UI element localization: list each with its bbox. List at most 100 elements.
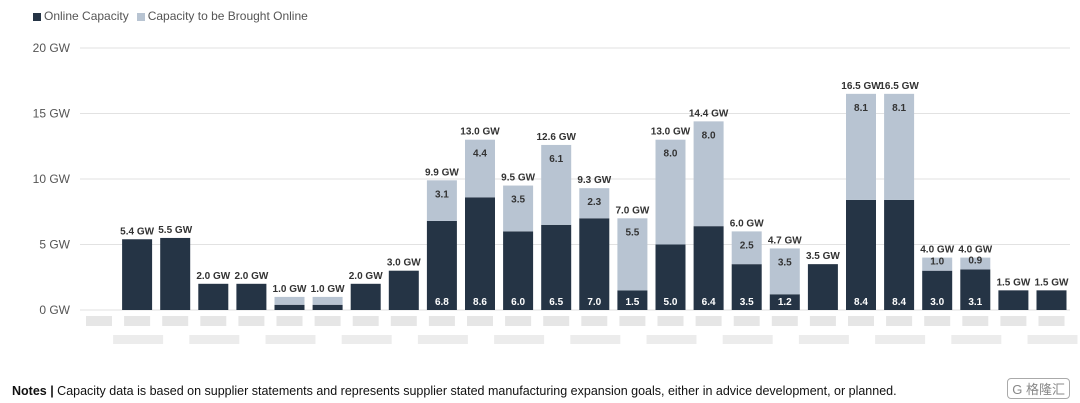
online-value-label: 3.1 xyxy=(968,297,982,308)
pending-value-label: 2.3 xyxy=(587,197,601,208)
total-label: 9.3 GW xyxy=(577,175,611,186)
total-label: 3.5 GW xyxy=(806,251,840,262)
category-label-blurred xyxy=(619,316,646,326)
bar-pending xyxy=(846,93,876,200)
bar-pending xyxy=(693,121,724,227)
total-label: 4.0 GW xyxy=(958,245,992,256)
y-tick-label: 20 GW xyxy=(33,41,71,55)
y-tick-label: 0 GW xyxy=(39,303,70,317)
bar-online xyxy=(655,244,686,310)
category-label-blurred xyxy=(722,335,773,344)
bar-pending xyxy=(617,218,648,291)
pending-value-label: 0.9 xyxy=(968,255,982,266)
pending-value-label: 3.5 xyxy=(778,257,792,268)
category-label-blurred xyxy=(86,316,112,326)
total-label: 1.5 GW xyxy=(996,277,1030,288)
category-label-blurred xyxy=(581,316,608,326)
online-value-label: 8.4 xyxy=(854,297,868,308)
online-value-label: 8.4 xyxy=(892,297,906,308)
pending-value-label: 3.1 xyxy=(435,189,449,200)
bar-pending xyxy=(731,231,762,265)
bar-online xyxy=(465,197,495,310)
total-label: 9.9 GW xyxy=(425,167,459,178)
bar-pending xyxy=(312,296,343,305)
category-label-blurred xyxy=(771,316,798,326)
bar-online xyxy=(617,290,648,310)
total-label: 1.5 GW xyxy=(1035,277,1069,288)
total-label: 13.0 GW xyxy=(651,127,691,138)
online-value-label: 6.0 xyxy=(511,297,525,308)
bar-online xyxy=(426,220,457,310)
pending-value-label: 4.4 xyxy=(473,149,487,160)
category-label-blurred xyxy=(962,316,989,326)
total-label: 5.5 GW xyxy=(158,225,192,236)
total-label: 1.0 GW xyxy=(311,284,345,295)
bar-pending xyxy=(503,185,534,232)
category-label-blurred xyxy=(341,335,392,344)
bar-pending xyxy=(426,180,457,221)
bar-pending xyxy=(655,139,686,245)
online-value-label: 7.0 xyxy=(587,297,601,308)
category-label-blurred xyxy=(875,335,926,344)
total-label: 2.0 GW xyxy=(234,271,268,282)
category-label-blurred xyxy=(162,316,189,326)
bar-online xyxy=(769,294,800,310)
bar-online xyxy=(846,199,876,310)
legend-online: Online Capacity xyxy=(33,9,129,23)
category-label-blurred xyxy=(848,316,874,326)
pending-value-label: 8.1 xyxy=(854,103,868,114)
category-label-blurred xyxy=(657,316,684,326)
online-value-label: 6.5 xyxy=(549,297,563,308)
bar-online xyxy=(122,239,153,310)
bar-pending xyxy=(922,257,953,271)
online-value-label: 6.4 xyxy=(702,297,716,308)
category-label-blurred xyxy=(809,316,836,326)
total-label: 4.0 GW xyxy=(920,245,954,256)
total-label: 6.0 GW xyxy=(730,218,764,229)
category-label-blurred xyxy=(417,335,468,344)
category-label-blurred xyxy=(1027,335,1078,344)
bar-pending xyxy=(579,188,610,219)
bar-pending xyxy=(884,93,915,200)
online-value-label: 6.8 xyxy=(435,297,449,308)
bar-online xyxy=(579,218,610,310)
legend: Online Capacity Capacity to be Brought O… xyxy=(33,9,308,23)
total-label: 12.6 GW xyxy=(536,132,576,143)
pending-value-label: 6.1 xyxy=(549,154,563,165)
total-label: 2.0 GW xyxy=(349,271,383,282)
bar-online xyxy=(1036,290,1067,310)
notes: Notes | Capacity data is based on suppli… xyxy=(12,384,897,398)
online-value-label: 3.0 xyxy=(930,297,944,308)
bar-online xyxy=(960,269,991,310)
category-label-blurred xyxy=(1038,316,1065,326)
total-label: 13.0 GW xyxy=(460,127,500,138)
online-value-label: 1.5 xyxy=(625,297,639,308)
total-label: 14.4 GW xyxy=(689,108,729,119)
pending-value-label: 3.5 xyxy=(511,195,525,206)
pending-value-label: 5.5 xyxy=(625,227,639,238)
bar-pending xyxy=(541,144,572,225)
pending-value-label: 2.5 xyxy=(740,240,754,251)
total-label: 2.0 GW xyxy=(196,271,230,282)
pending-value-label: 8.0 xyxy=(702,130,716,141)
category-label-blurred xyxy=(352,316,379,326)
category-label-blurred xyxy=(951,335,1002,344)
bar-online xyxy=(693,226,724,310)
category-label-blurred xyxy=(390,316,417,326)
bar-online xyxy=(236,283,267,310)
bar-online xyxy=(922,270,953,310)
bar-online xyxy=(312,304,343,310)
bar-online xyxy=(807,264,838,310)
online-value-label: 3.5 xyxy=(740,297,754,308)
pending-value-label: 8.1 xyxy=(892,103,906,114)
category-label-blurred xyxy=(238,316,265,326)
online-value-label: 5.0 xyxy=(664,297,678,308)
bar-online xyxy=(884,199,915,310)
bar-pending xyxy=(769,248,800,295)
category-label-blurred xyxy=(314,316,341,326)
category-label-blurred xyxy=(265,335,316,344)
category-label-blurred xyxy=(798,335,849,344)
total-label: 1.0 GW xyxy=(273,284,307,295)
total-label: 9.5 GW xyxy=(501,173,535,184)
total-label: 4.7 GW xyxy=(768,235,802,246)
